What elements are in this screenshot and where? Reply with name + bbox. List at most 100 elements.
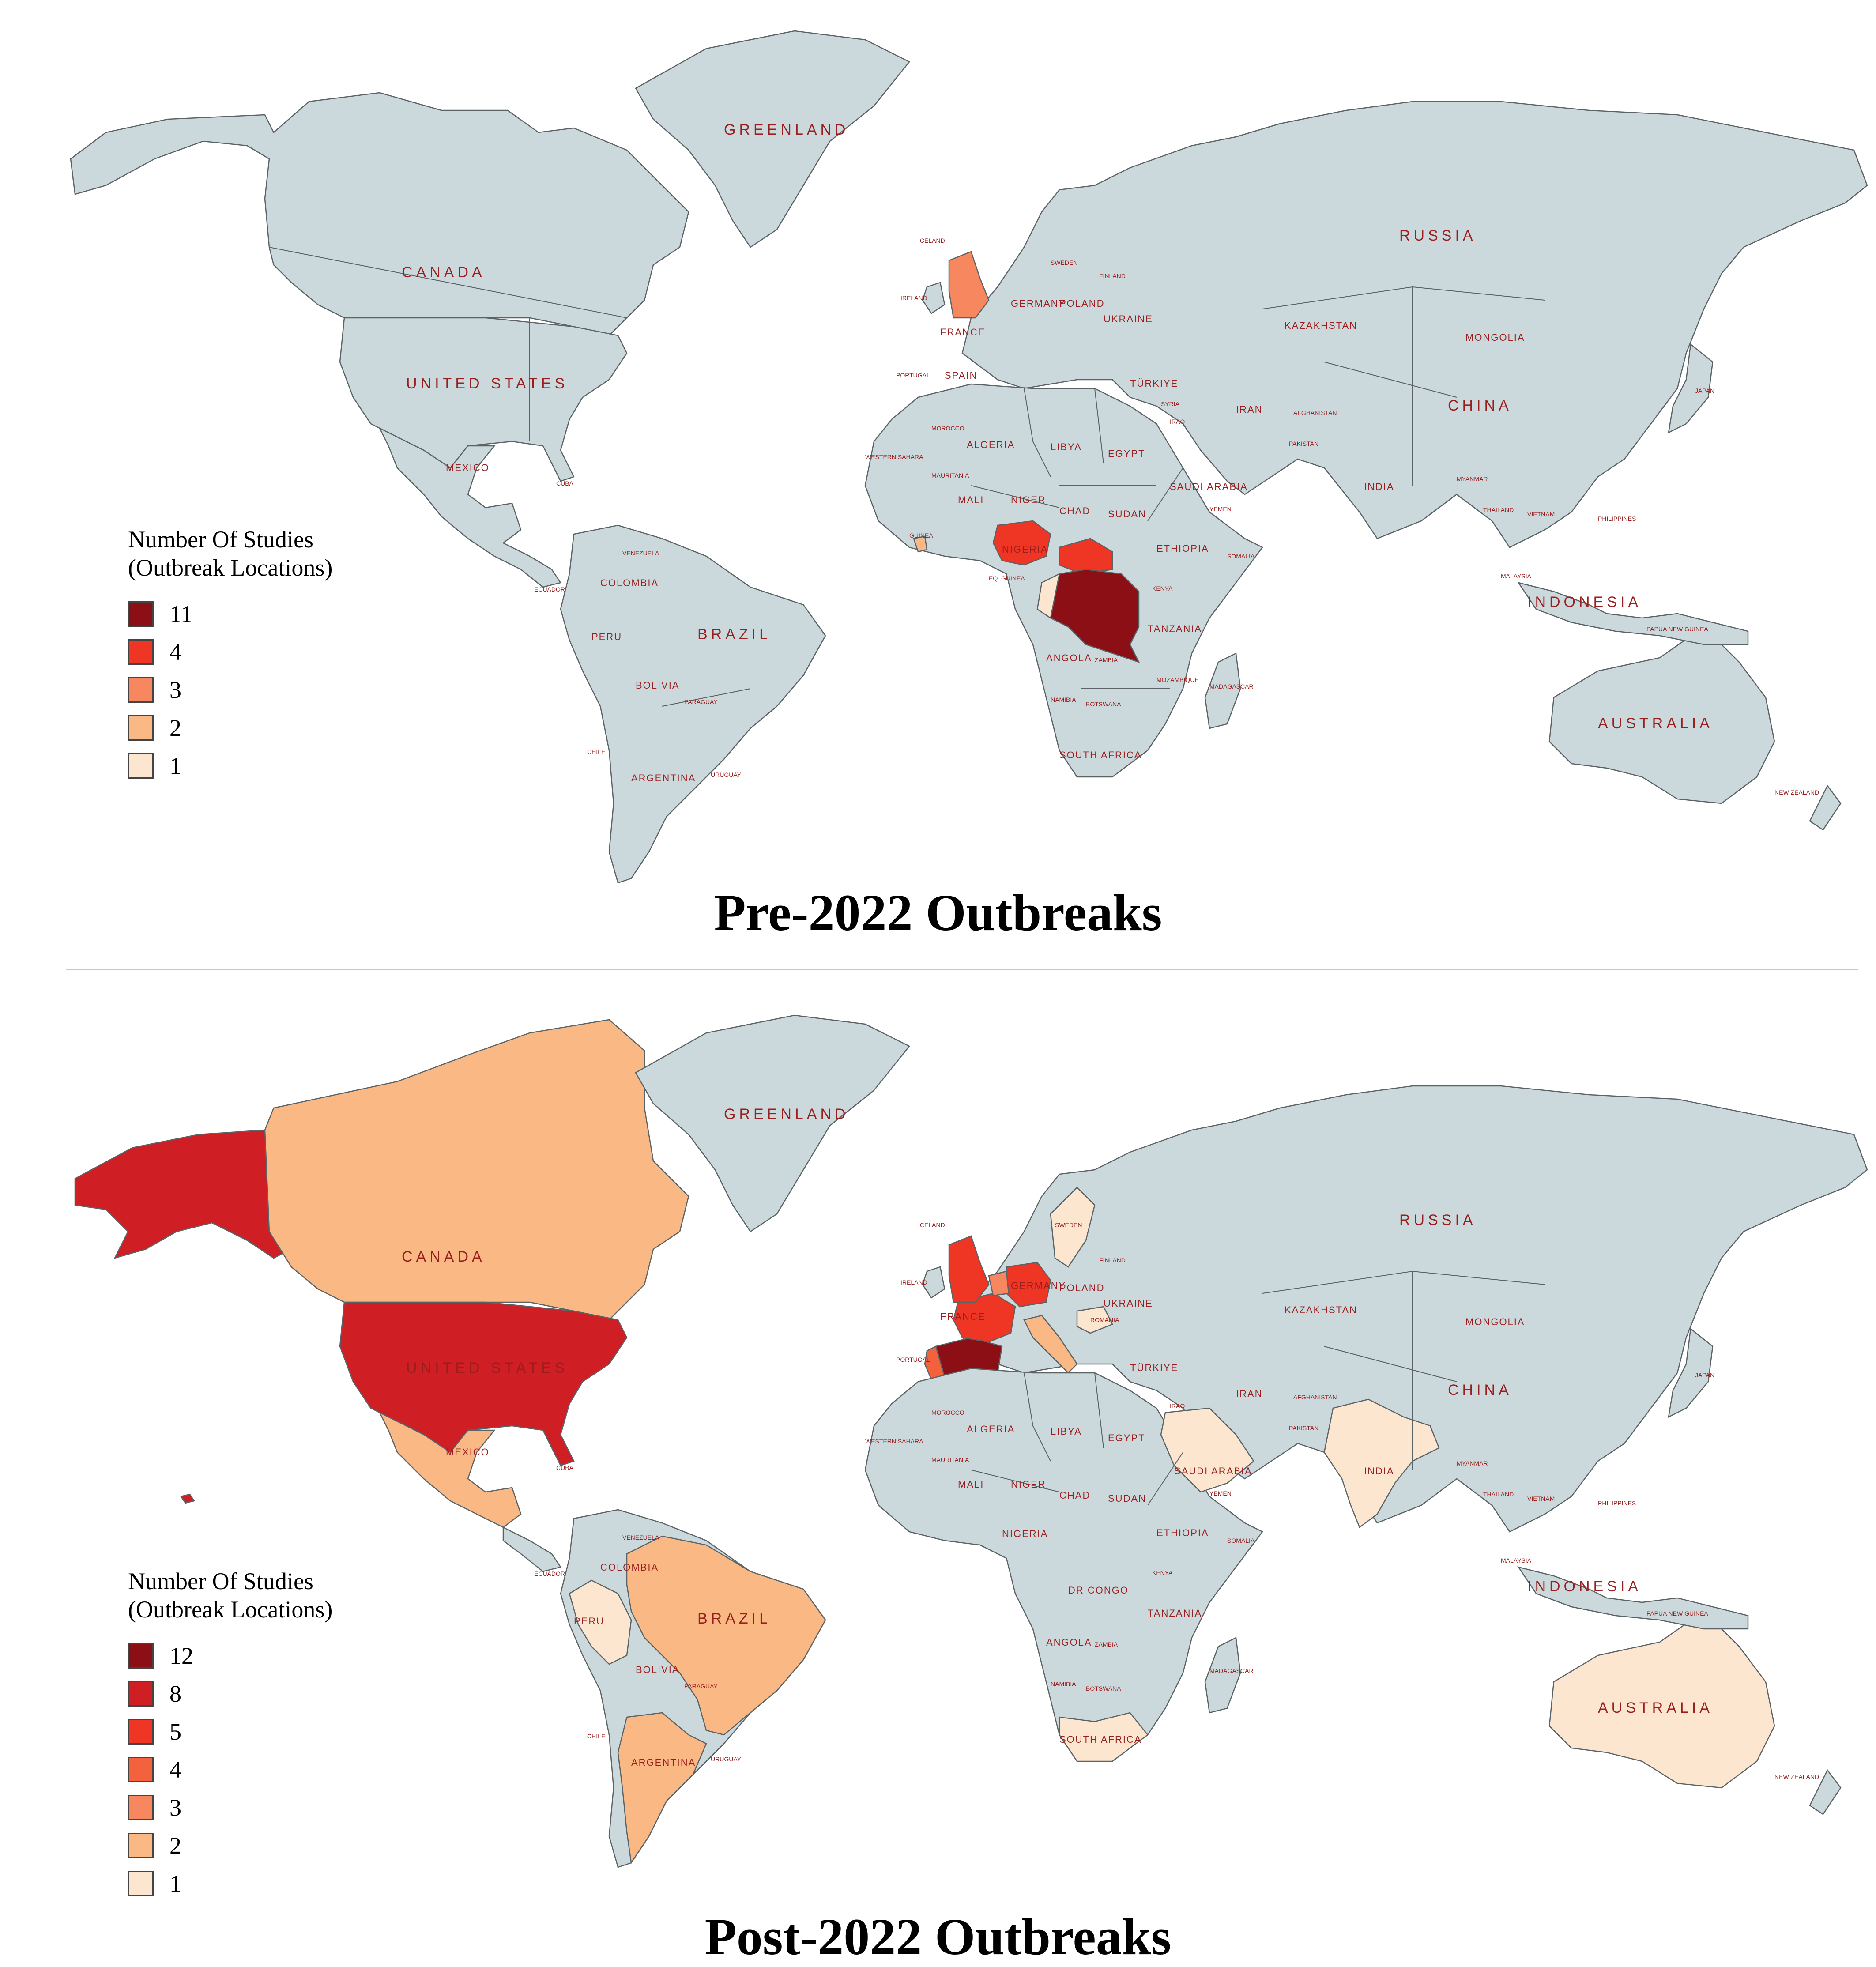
label-eq-guinea: EQ. GUINEA <box>989 575 1025 582</box>
drc-region <box>1050 569 1140 663</box>
label-uruguay: URUGUAY <box>711 1756 742 1763</box>
brazil-region <box>626 1535 826 1736</box>
label-ireland: IRELAND <box>900 1279 927 1286</box>
legend-item: 1 <box>128 1865 332 1903</box>
label-zambia-visible: ZAMBIA <box>1095 656 1118 663</box>
label-ecuador: ECUADOR <box>534 586 565 593</box>
label-philippines: PHILIPPINES <box>1598 1500 1636 1507</box>
label-morocco: MOROCCO <box>931 425 964 432</box>
label-turkiye: TÜRKIYE <box>1130 378 1178 389</box>
label-philippines: PHILIPPINES <box>1598 515 1636 522</box>
legend-item: 3 <box>128 671 332 709</box>
label-syria: SYRIA <box>1161 400 1180 407</box>
label-colombia: COLOMBIA <box>600 577 659 588</box>
legend-label: 1 <box>170 1870 181 1897</box>
label-mauritania: MAURITANIA <box>931 472 969 479</box>
label-mongolia: MONGOLIA <box>1465 332 1525 343</box>
label-namibia: NAMIBIA <box>1051 696 1076 703</box>
label-paraguay: PARAGUAY <box>684 698 718 705</box>
label-france: FRANCE <box>940 327 985 338</box>
legend: Number Of Studies (Outbreak Locations) 1… <box>128 1567 332 1903</box>
world-map: GREENLAND CANADA UNITED STATES RUSSIA CH… <box>74 1014 1868 1868</box>
label-argentina: ARGENTINA <box>631 772 696 784</box>
canada-region <box>70 92 689 336</box>
label-brazil: BRAZIL <box>697 1610 771 1627</box>
pre-2022-panel: GREENLAND CANADA UNITED STATES RUSSIA CH… <box>0 0 1876 970</box>
legend-item: 8 <box>128 1675 332 1713</box>
canada-region <box>264 1019 689 1321</box>
label-cuba-visible: CUBA <box>556 480 574 487</box>
label-vietnam: VIETNAM <box>1527 511 1555 518</box>
label-png: PAPUA NEW GUINEA <box>1646 626 1708 633</box>
label-greenland: GREENLAND <box>724 1106 849 1123</box>
legend-swatch <box>128 1795 154 1820</box>
uk-region <box>948 1235 990 1303</box>
post-2022-panel: GREENLAND CANADA UNITED STATES RUSSIA CH… <box>0 984 1876 1966</box>
legend-label: 1 <box>170 753 181 779</box>
liberia-region <box>913 535 928 553</box>
legend-label: 11 <box>170 601 192 627</box>
label-south-africa: SOUTH AFRICA <box>1059 750 1142 761</box>
label-namibia: NAMIBIA <box>1051 1681 1076 1688</box>
uk-region <box>948 251 990 319</box>
label-mozambique: MOZAMBIQUE <box>1156 676 1199 683</box>
label-ethiopia: ETHIOPIA <box>1156 543 1209 554</box>
label-mexico: MEXICO <box>446 462 490 473</box>
label-chad: CHAD <box>1059 1490 1090 1501</box>
ireland-region <box>922 282 946 314</box>
label-bolivia: BOLIVIA <box>636 1664 680 1675</box>
label-angola: ANGOLA <box>1046 1637 1092 1648</box>
legend-swatch <box>128 677 154 703</box>
legend-label: 5 <box>170 1718 181 1745</box>
label-nigeria: NIGERIA <box>1002 1528 1048 1539</box>
label-venezuela: VENEZUELA <box>622 1534 659 1541</box>
label-ireland: IRELAND <box>900 294 927 301</box>
label-mexico: MEXICO <box>446 1447 490 1458</box>
legend-swatch <box>128 1719 154 1745</box>
label-peru: PERU <box>574 1616 604 1627</box>
label-angola: ANGOLA <box>1046 652 1092 663</box>
label-canada: CANADA <box>402 264 486 281</box>
label-mauritania: MAURITANIA <box>931 1456 969 1463</box>
label-madagascar: MADAGASCAR <box>1209 683 1254 690</box>
world-map: GREENLAND CANADA UNITED STATES RUSSIA CH… <box>70 30 1868 883</box>
label-somalia: SOMALIA <box>1227 1537 1255 1544</box>
label-yemen: YEMEN <box>1209 1490 1232 1497</box>
label-kazakhstan: KAZAKHSTAN <box>1285 320 1357 331</box>
label-venezuela: VENEZUELA <box>622 550 659 557</box>
legend-label: 2 <box>170 715 181 741</box>
label-australia: AUSTRALIA <box>1598 715 1713 732</box>
label-japan: JAPAN <box>1695 387 1714 394</box>
label-algeria: ALGERIA <box>967 439 1015 450</box>
greenland-region <box>635 30 910 248</box>
label-thailand: THAILAND <box>1483 506 1514 513</box>
madagascar-region <box>1204 1637 1241 1714</box>
legend-swatch <box>128 1833 154 1858</box>
label-thailand: THAILAND <box>1483 1491 1514 1498</box>
label-south-africa: SOUTH AFRICA <box>1059 1734 1142 1745</box>
benelux-region <box>988 1270 1010 1296</box>
south-america-region <box>560 524 826 883</box>
label-germany: GERMANY <box>1011 1280 1066 1291</box>
label-peru: PERU <box>591 631 622 642</box>
greenland-region <box>635 1014 910 1232</box>
label-sweden: SWEDEN <box>1055 1221 1082 1228</box>
label-tanzania: TANZANIA <box>1148 1608 1202 1619</box>
label-iraq: IRAQ <box>1170 1402 1185 1409</box>
label-sudan: SUDAN <box>1108 1493 1146 1504</box>
india-region <box>1323 1398 1440 1528</box>
label-afghanistan: AFGHANISTAN <box>1293 409 1337 416</box>
label-western-sahara: WESTERN SAHARA <box>865 1438 923 1445</box>
label-indonesia: INDONESIA <box>1527 1578 1642 1595</box>
label-united-states: UNITED STATES <box>406 1360 568 1376</box>
label-libya: LIBYA <box>1051 1426 1082 1437</box>
label-somalia: SOMALIA <box>1227 553 1255 560</box>
mexico-region <box>378 1411 522 1528</box>
label-china: CHINA <box>1448 1382 1512 1398</box>
legend-label: 2 <box>170 1832 181 1859</box>
label-ethiopia: ETHIOPIA <box>1156 1527 1209 1538</box>
label-portugal: PORTUGAL <box>896 1356 930 1363</box>
label-finland: FINLAND <box>1099 1257 1126 1264</box>
label-bolivia: BOLIVIA <box>636 680 680 691</box>
label-new-zealand: NEW ZEALAND <box>1774 1773 1819 1780</box>
